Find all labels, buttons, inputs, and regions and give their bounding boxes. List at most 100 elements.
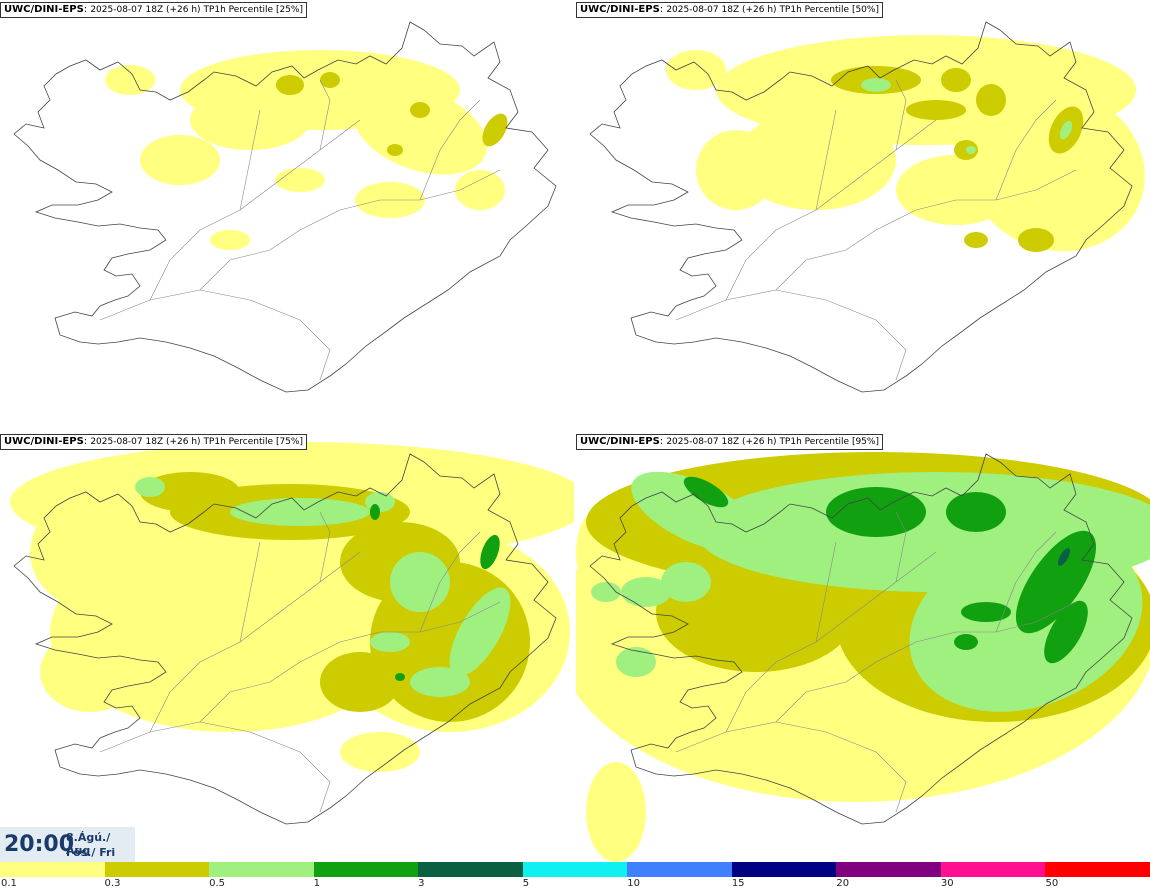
model-name: UWC/DINI-EPS — [4, 4, 84, 15]
road-line — [995, 99, 1057, 201]
road-line — [419, 99, 481, 201]
coastline — [13, 21, 557, 393]
precipitation-area — [1059, 120, 1073, 140]
road-line — [675, 289, 907, 381]
colorbar-segment — [104, 862, 210, 877]
precipitation-area — [482, 113, 508, 147]
precipitation-layer — [105, 50, 508, 250]
road-line — [815, 541, 837, 643]
precipitation-area — [1015, 530, 1097, 634]
road-line — [895, 511, 907, 583]
road-line — [419, 531, 481, 633]
colorbar-tick-label: 0.5 — [209, 878, 225, 889]
colorbar-tick-label: 3 — [418, 878, 425, 889]
precipitation-area — [210, 230, 250, 250]
road-line — [199, 601, 501, 723]
colorbar-segment — [522, 862, 628, 877]
colorbar-tick-label: 10 — [627, 878, 640, 889]
precipitation-area — [395, 673, 405, 681]
precipitation-area — [352, 85, 488, 175]
precipitation-area — [967, 88, 1145, 252]
colorbar-tick-label: 30 — [940, 878, 954, 889]
percentile-label: [75%] — [275, 437, 303, 447]
road-line — [199, 169, 501, 291]
colorbar-tick-label: 0.3 — [104, 878, 121, 889]
road-line — [815, 109, 837, 211]
colorbar-segment — [313, 862, 419, 877]
precipitation-area — [276, 75, 304, 95]
precipitation-area — [683, 476, 729, 508]
parameter-name: TP1h Percentile — [203, 437, 274, 447]
precipitation-area — [966, 146, 976, 154]
precipitation-area — [666, 50, 726, 90]
valid-weekday: Fös./ Fri — [66, 846, 116, 859]
colorbar-segment — [0, 862, 105, 877]
precipitation-area — [105, 65, 155, 95]
model-name: UWC/DINI-EPS — [580, 436, 660, 447]
colorbar-segment — [209, 862, 314, 877]
panel-title: UWC/DINI-EPS: 2025-08-07 18Z (+26 h) TP1… — [0, 2, 307, 18]
precipitation-area — [586, 762, 646, 862]
colorbar-segment — [836, 862, 941, 877]
road-line — [995, 531, 1057, 633]
precipitation-area — [30, 492, 170, 612]
precipitation-area — [230, 498, 370, 526]
precipitation-area — [616, 647, 656, 677]
percentile-label: [95%] — [851, 437, 879, 447]
precipitation-area — [696, 130, 776, 210]
precipitation-area — [40, 632, 140, 712]
precipitation-map — [13, 21, 557, 393]
precipitation-area — [961, 602, 1011, 622]
parameter-name: TP1h Percentile — [779, 437, 850, 447]
precipitation-area — [1018, 228, 1054, 252]
precipitation-area — [946, 492, 1006, 532]
panel-title: UWC/DINI-EPS: 2025-08-07 18Z (+26 h) TP1… — [576, 2, 883, 18]
colorbar-tick-label: 20 — [836, 878, 850, 889]
map-panel-p25: UWC/DINI-EPS: 2025-08-07 18Z (+26 h) TP1… — [0, 0, 574, 430]
run-info: 2025-08-07 18Z (+26 h) — [90, 5, 201, 15]
precipitation-map — [589, 21, 1145, 393]
precipitation-area — [140, 135, 220, 185]
precipitation-area — [340, 732, 420, 772]
map-panel-p50: UWC/DINI-EPS: 2025-08-07 18Z (+26 h) TP1… — [576, 0, 1150, 430]
precipitation-area — [480, 534, 500, 570]
coastline — [589, 21, 1133, 393]
road-line — [319, 79, 331, 151]
colorbar-segment — [1045, 862, 1150, 877]
precipitation-area — [1044, 600, 1088, 664]
precipitation-area — [140, 472, 240, 512]
precipitation-area — [135, 477, 165, 497]
road-line — [895, 79, 907, 151]
colorbar-ticks: 0.1 0.3 0.5 1 3 5 10 15 20 30 50 — [0, 877, 1150, 891]
precipitation-area — [661, 562, 711, 602]
precipitation-area — [976, 84, 1006, 116]
parameter-name: TP1h Percentile — [779, 5, 850, 15]
precipitation-area — [1057, 548, 1071, 566]
precipitation-area — [410, 102, 430, 118]
run-info: 2025-08-07 18Z (+26 h) — [90, 437, 201, 447]
map-panel-p75: UWC/DINI-EPS: 2025-08-07 18Z (+26 h) TP1… — [0, 432, 574, 862]
precipitation-area — [190, 90, 310, 150]
precipitation-colorbar — [0, 862, 1150, 877]
precipitation-layer — [576, 452, 1150, 862]
colorbar-tick-label: 5 — [522, 878, 530, 889]
road-line — [775, 169, 1077, 291]
road-line — [239, 109, 261, 211]
colorbar-tick-label: 1 — [313, 878, 320, 889]
precipitation-area — [591, 582, 621, 602]
valid-date: 8.Ágú./ Aug — [66, 831, 111, 857]
run-info: 2025-08-07 18Z (+26 h) — [666, 437, 777, 447]
coastline — [13, 453, 557, 825]
precipitation-area — [941, 68, 971, 92]
precipitation-area — [631, 471, 761, 553]
valid-time-clock: 20:00 — [4, 832, 75, 857]
road-line — [775, 601, 1077, 723]
colorbar-segment — [418, 862, 523, 877]
precipitation-area — [896, 155, 1016, 225]
precipitation-area — [954, 634, 978, 650]
precipitation-area — [964, 232, 988, 248]
colorbar-segment — [940, 862, 1046, 877]
road-line — [99, 721, 331, 813]
parameter-name: TP1h Percentile — [203, 5, 274, 15]
valid-time-box: 20:00 8.Ágú./ Aug Fös./ Fri — [0, 827, 135, 863]
